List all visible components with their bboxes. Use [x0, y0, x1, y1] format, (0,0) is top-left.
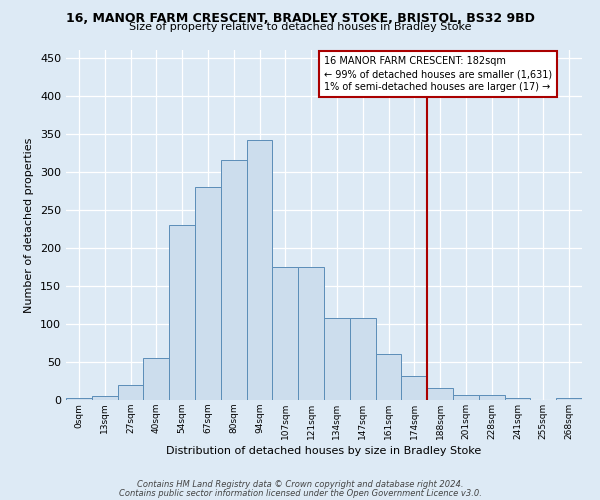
- Text: Contains public sector information licensed under the Open Government Licence v3: Contains public sector information licen…: [119, 488, 481, 498]
- Text: 16 MANOR FARM CRESCENT: 182sqm
← 99% of detached houses are smaller (1,631)
1% o: 16 MANOR FARM CRESCENT: 182sqm ← 99% of …: [324, 56, 552, 92]
- Bar: [118, 385, 143, 400]
- Bar: [556, 398, 582, 400]
- Text: Contains HM Land Registry data © Crown copyright and database right 2024.: Contains HM Land Registry data © Crown c…: [137, 480, 463, 489]
- Bar: [169, 225, 195, 400]
- Bar: [350, 318, 376, 400]
- Y-axis label: Number of detached properties: Number of detached properties: [25, 138, 34, 312]
- Bar: [247, 140, 272, 400]
- Bar: [66, 398, 92, 400]
- X-axis label: Distribution of detached houses by size in Bradley Stoke: Distribution of detached houses by size …: [166, 446, 482, 456]
- Bar: [479, 396, 505, 400]
- Bar: [221, 160, 247, 400]
- Bar: [427, 388, 453, 400]
- Text: 16, MANOR FARM CRESCENT, BRADLEY STOKE, BRISTOL, BS32 9BD: 16, MANOR FARM CRESCENT, BRADLEY STOKE, …: [65, 12, 535, 26]
- Text: Size of property relative to detached houses in Bradley Stoke: Size of property relative to detached ho…: [129, 22, 471, 32]
- Bar: [376, 354, 401, 400]
- Bar: [401, 376, 427, 400]
- Bar: [298, 267, 324, 400]
- Bar: [195, 187, 221, 400]
- Bar: [324, 318, 350, 400]
- Bar: [143, 358, 169, 400]
- Bar: [505, 398, 530, 400]
- Bar: [453, 396, 479, 400]
- Bar: [92, 396, 118, 400]
- Bar: [272, 267, 298, 400]
